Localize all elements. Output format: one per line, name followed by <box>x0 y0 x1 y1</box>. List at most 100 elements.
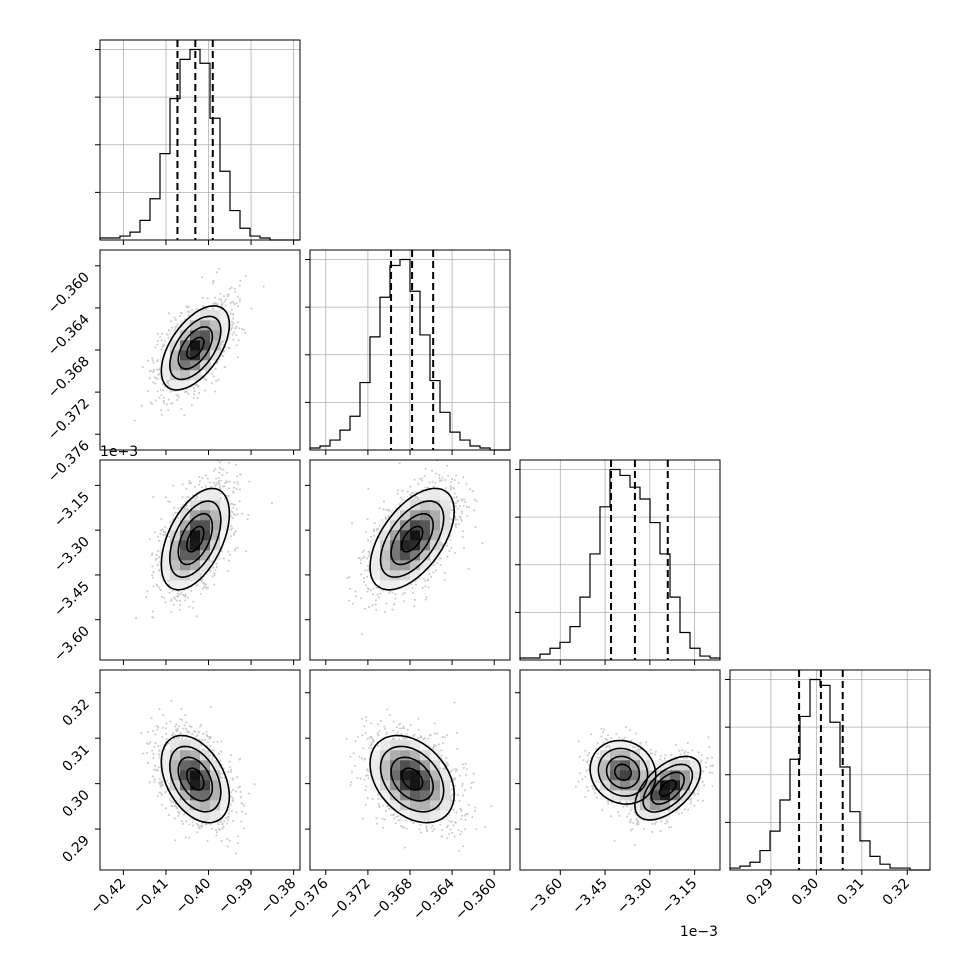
density-cell <box>400 760 411 771</box>
density-cell <box>440 800 451 811</box>
density-cell <box>380 770 391 781</box>
density-cell <box>390 560 401 571</box>
density-cell <box>640 750 651 761</box>
density-cell <box>630 760 641 771</box>
density-cell <box>200 800 211 811</box>
density-cell <box>170 780 181 791</box>
density-cell <box>190 520 201 531</box>
density-cell <box>610 750 621 761</box>
density-cell <box>430 500 441 511</box>
contour-1 <box>390 513 435 566</box>
density-cell <box>210 550 221 561</box>
contour-3 <box>369 487 456 591</box>
density-cell <box>670 800 681 811</box>
density-cell <box>440 500 451 511</box>
density-cell <box>610 760 621 771</box>
density-cell <box>170 760 181 771</box>
density-cell <box>210 500 221 511</box>
y-tick-label: −3.45 <box>51 578 93 620</box>
density-cell <box>380 790 391 801</box>
density-cell <box>200 340 211 351</box>
density-cell <box>420 800 431 811</box>
density-cell <box>220 310 231 321</box>
scatter-panel-3-2 <box>515 669 721 875</box>
density-cell <box>160 540 171 551</box>
density-cell <box>430 520 441 531</box>
density-cell <box>380 760 391 771</box>
density-cell <box>190 550 201 561</box>
density-cell <box>370 560 381 571</box>
density-cell <box>420 540 431 551</box>
density-cell <box>220 320 231 331</box>
density-cell <box>190 790 201 801</box>
density-cell <box>420 490 431 501</box>
density-cell <box>620 750 631 761</box>
density-cell <box>610 790 621 801</box>
density-cell <box>170 770 181 781</box>
density-cell <box>420 530 431 541</box>
contour-1 <box>177 326 214 370</box>
density-cell <box>200 320 211 331</box>
scatter-panel-1-0 <box>95 249 301 455</box>
y-tick-label: −0.368 <box>45 354 93 402</box>
contour-2 <box>168 745 222 813</box>
density-cell <box>190 560 201 571</box>
density-cell <box>430 550 441 561</box>
density-cell <box>170 550 181 561</box>
density-cell <box>170 350 181 361</box>
density-cell <box>400 510 411 521</box>
density-cell <box>170 580 181 591</box>
contour-2 <box>379 500 445 578</box>
density-cell <box>680 770 691 781</box>
density-cell <box>390 520 401 531</box>
density-cell <box>200 810 211 821</box>
x-tick-label: −3.45 <box>569 876 611 918</box>
histogram-panel-2 <box>515 459 721 665</box>
density-cell <box>600 770 611 781</box>
density-cell <box>190 780 201 791</box>
scatter-panel-3-0 <box>95 669 301 875</box>
density-cell <box>680 790 691 801</box>
y-tick-label: −0.376 <box>45 438 93 486</box>
density-cell <box>210 490 221 501</box>
contour-3 <box>369 734 456 824</box>
density-cell <box>620 780 631 791</box>
density-cell <box>660 770 671 781</box>
density-cell <box>210 810 221 821</box>
density-cell <box>640 790 651 801</box>
density-cell <box>400 560 411 571</box>
density-cell <box>410 520 421 531</box>
scatter-panel-2-0 <box>95 459 301 665</box>
density-cell <box>430 510 441 521</box>
density-cell <box>690 760 701 771</box>
density-cell <box>220 790 231 801</box>
density-cell <box>420 560 431 571</box>
contour-3 <box>160 487 231 591</box>
density-cell <box>160 570 171 581</box>
density-cell <box>200 490 211 501</box>
density-cell <box>400 550 411 561</box>
density-cell <box>380 580 391 591</box>
density-cell <box>420 550 431 561</box>
density-cell <box>420 760 431 771</box>
density-cell <box>400 750 411 761</box>
density-cell <box>380 740 391 751</box>
density-cell <box>160 360 171 371</box>
density-cell <box>380 540 391 551</box>
x-tick-label: −0.41 <box>130 876 172 918</box>
density-cell <box>390 580 401 591</box>
density-cell <box>180 380 191 391</box>
density-cell <box>180 740 191 751</box>
density-cell <box>420 780 431 791</box>
histogram-steps <box>519 468 721 660</box>
contour-3 <box>589 739 702 821</box>
density-cell <box>410 800 421 811</box>
density-cell <box>170 380 181 391</box>
density-cell <box>190 750 201 761</box>
y-tick-label: −0.364 <box>45 311 93 359</box>
density-layer <box>346 460 484 636</box>
density-cell <box>180 540 191 551</box>
density-cell <box>160 760 171 771</box>
density-cell <box>190 330 201 341</box>
density-cell <box>380 530 391 541</box>
